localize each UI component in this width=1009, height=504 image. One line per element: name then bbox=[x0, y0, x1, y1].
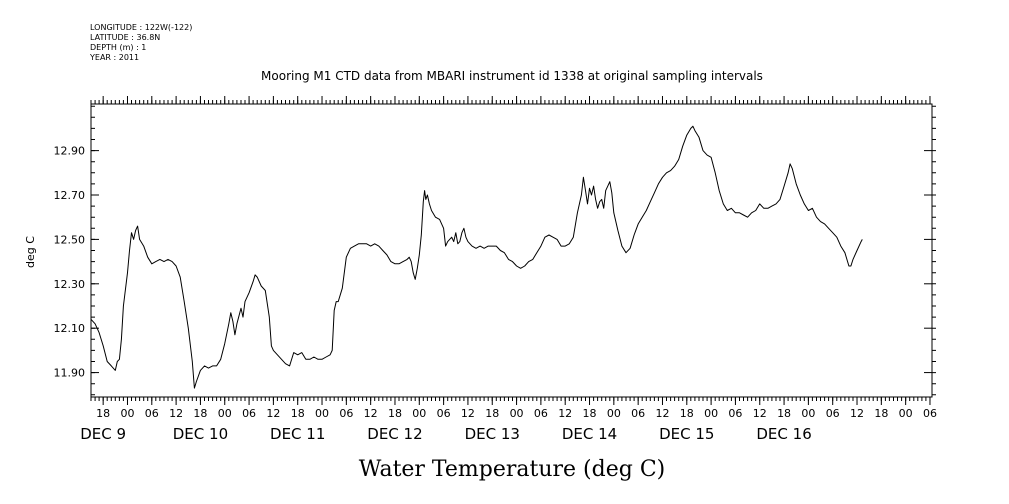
header-depth: DEPTH (m) : 1 bbox=[90, 43, 146, 52]
x-tick-label: 18 bbox=[193, 407, 207, 420]
y-tick-label: 11.90 bbox=[54, 367, 86, 380]
day-label: DEC 16 bbox=[756, 425, 811, 443]
y-tick-label: 12.30 bbox=[54, 278, 86, 291]
day-label: DEC 14 bbox=[562, 425, 617, 443]
x-tick-label: 06 bbox=[826, 407, 840, 420]
x-tick-label: 00 bbox=[120, 407, 134, 420]
x-tick-label: 06 bbox=[437, 407, 451, 420]
x-tick-label: 18 bbox=[388, 407, 402, 420]
x-tick-label: 00 bbox=[801, 407, 815, 420]
x-tick-label: 18 bbox=[291, 407, 305, 420]
x-tick-label: 12 bbox=[850, 407, 864, 420]
x-ticks: 18 00 06 12 18 00 06 12 18 00 06 12 18 00 06 12 18 00 06 12… bbox=[96, 96, 937, 420]
chart-title: Mooring M1 CTD data from MBARI instrumen… bbox=[261, 69, 763, 83]
day-label: DEC 13 bbox=[465, 425, 520, 443]
x-tick-label: 18 bbox=[485, 407, 499, 420]
x-tick-label: 06 bbox=[631, 407, 645, 420]
x-tick-label: 12 bbox=[169, 407, 183, 420]
x-tick-label: 06 bbox=[145, 407, 159, 420]
x-tick-label: 12 bbox=[753, 407, 767, 420]
series-line bbox=[90, 125, 863, 389]
x-tick-label: 06 bbox=[534, 407, 548, 420]
minor-tick-marks bbox=[90, 100, 936, 401]
plot-frame bbox=[90, 103, 933, 398]
x-tick-label: 06 bbox=[242, 407, 256, 420]
x-tick-label: 06 bbox=[728, 407, 742, 420]
x-tick-label: 18 bbox=[96, 407, 110, 420]
y-tick-label: 12.90 bbox=[54, 145, 86, 158]
header-latitude: LATITUDE : 36.8N bbox=[90, 33, 160, 42]
x-tick-label: 12 bbox=[558, 407, 572, 420]
x-tick-label: 00 bbox=[899, 407, 913, 420]
x-tick-label: 12 bbox=[364, 407, 378, 420]
x-tick-label: 06 bbox=[923, 407, 937, 420]
y-tick-label: 12.10 bbox=[54, 322, 86, 335]
x-tick-label: 00 bbox=[412, 407, 426, 420]
x-tick-label: 18 bbox=[777, 407, 791, 420]
x-tick-label: 00 bbox=[315, 407, 329, 420]
y-axis-label: deg C bbox=[24, 236, 37, 268]
header-year: YEAR : 2011 bbox=[89, 53, 139, 62]
y-tick-label: 12.70 bbox=[54, 189, 86, 202]
x-tick-label: 18 bbox=[680, 407, 694, 420]
day-labels: DEC 9 DEC 10 DEC 11 DEC 12 DEC 13 DEC 14 DEC 1… bbox=[80, 425, 811, 443]
x-tick-label: 18 bbox=[583, 407, 597, 420]
minor-ticks bbox=[90, 100, 936, 401]
y-tick-label: 12.50 bbox=[54, 233, 86, 246]
day-label: DEC 10 bbox=[173, 425, 228, 443]
x-tick-label: 06 bbox=[339, 407, 353, 420]
x-tick-label: 12 bbox=[461, 407, 475, 420]
day-label: DEC 9 bbox=[80, 425, 126, 443]
day-label: DEC 11 bbox=[270, 425, 325, 443]
x-tick-label: 00 bbox=[607, 407, 621, 420]
x-tick-label: 18 bbox=[874, 407, 888, 420]
x-tick-label: 00 bbox=[510, 407, 524, 420]
header-longitude: LONGITUDE : 122W(-122) bbox=[90, 23, 192, 32]
x-tick-label: 12 bbox=[655, 407, 669, 420]
series-layer bbox=[90, 125, 863, 389]
x-tick-label: 00 bbox=[704, 407, 718, 420]
x-tick-label: 12 bbox=[266, 407, 280, 420]
day-label: DEC 15 bbox=[659, 425, 714, 443]
x-tick-label: 00 bbox=[218, 407, 232, 420]
y-ticks: 12.90 12.70 12.50 12.30 12.10 11.90 bbox=[54, 145, 932, 380]
day-label: DEC 12 bbox=[367, 425, 422, 443]
x-axis-title: Water Temperature (deg C) bbox=[359, 457, 666, 482]
